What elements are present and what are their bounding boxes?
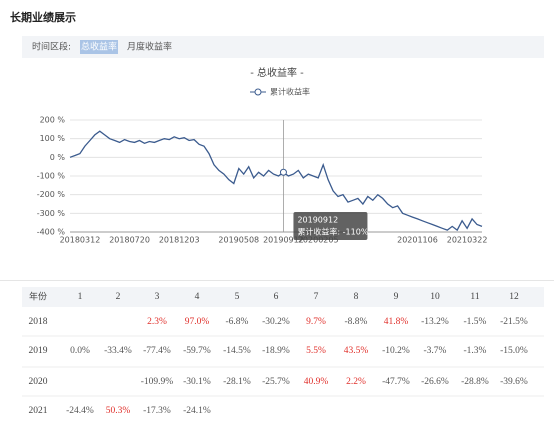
table-cell: 41.8% [384, 317, 409, 327]
tab-label: 时间区段: [32, 41, 71, 53]
table-cell: 5.5% [306, 346, 326, 356]
legend-marker [254, 88, 262, 96]
table-header-cell: 7 [314, 292, 319, 302]
table-cell: -10.2% [382, 346, 410, 356]
tab-active-bg [80, 40, 118, 54]
x-tick-label: 20190508 [218, 236, 259, 245]
table-header-cell: 11 [470, 292, 479, 302]
table-cell: -15.0% [500, 346, 528, 356]
table-cell: -30.2% [262, 317, 290, 327]
table-cell: 2020 [29, 377, 48, 387]
y-tick-label: 0 % [50, 153, 66, 162]
table-header-cell: 6 [274, 292, 279, 302]
legend: 累计收益率 [250, 87, 310, 97]
tooltip-box [293, 212, 368, 240]
table-cell: -1.5% [464, 317, 487, 327]
table-header-cell: 9 [394, 292, 399, 302]
y-tick-label: -200 % [37, 190, 66, 199]
table-cell: -24.4% [66, 406, 94, 416]
table-header-cell: 年份 [29, 291, 47, 303]
x-tick-label: 20180312 [60, 236, 101, 245]
table-cell: -28.8% [461, 377, 489, 387]
hover-point [279, 168, 287, 176]
y-tick-label: 100 % [40, 134, 66, 143]
legend-label: 累计收益率 [270, 87, 310, 97]
y-tick-label: -100 % [37, 172, 66, 181]
table-header-cell: 1 [78, 292, 83, 302]
table-cell: -14.5% [223, 346, 251, 356]
table-header-cell: 4 [195, 292, 200, 302]
table-cell: 2019 [29, 346, 48, 356]
tab[interactable]: 总收益率 [81, 41, 117, 53]
table-cell: 2018 [29, 317, 48, 327]
table-cell: -28.1% [223, 377, 251, 387]
y-tick-label: -400 % [37, 228, 66, 237]
table-cell: -8.8% [345, 317, 368, 327]
table-cell: 50.3% [106, 406, 131, 416]
table-cell: 97.0% [185, 317, 210, 327]
table-cell: -1.3% [464, 346, 487, 356]
tooltip-label: 累计收益率: -110% [297, 227, 368, 237]
table-cell: -24.1% [183, 406, 211, 416]
table-cell: -30.1% [183, 377, 211, 387]
tooltip-date: 20190912 [297, 216, 338, 225]
table-cell: -6.8% [226, 317, 249, 327]
table-header-cell: 2 [116, 292, 121, 302]
table-cell: -3.7% [424, 346, 447, 356]
chart-title: - 总收益率 - [250, 66, 304, 79]
x-tick-label: 20181203 [159, 236, 200, 245]
table-header-cell: 12 [509, 292, 519, 302]
y-tick-label: -300 % [37, 209, 66, 218]
table-header-cell: 10 [430, 292, 440, 302]
table-cell: 9.7% [306, 317, 326, 327]
table-cell: -47.7% [382, 377, 410, 387]
table-cell: -33.4% [104, 346, 132, 356]
table-cell: 43.5% [344, 346, 369, 356]
table-cell: -77.4% [143, 346, 171, 356]
x-tick-label: 20201106 [397, 236, 438, 245]
divider [0, 280, 554, 281]
table-cell: -18.9% [262, 346, 290, 356]
table-cell: -21.5% [500, 317, 528, 327]
x-tick-label: 20180720 [109, 236, 150, 245]
x-tick-label: 20190912 [263, 236, 304, 245]
table-cell: 2021 [29, 406, 48, 416]
table-cell: 40.9% [304, 377, 329, 387]
y-tick-label: 200 % [40, 116, 66, 125]
table-cell: -59.7% [183, 346, 211, 356]
tab[interactable]: 月度收益率 [127, 41, 172, 53]
tab-bar [22, 36, 544, 58]
line-series [69, 130, 483, 232]
table-header-bg [22, 287, 544, 307]
table-cell: -13.2% [421, 317, 449, 327]
table-cell: -109.9% [141, 377, 174, 387]
table-cell: 0.0% [70, 346, 90, 356]
table-header-cell: 3 [155, 292, 160, 302]
page-title: 长期业绩展示 [10, 10, 76, 24]
table-cell: -39.6% [500, 377, 528, 387]
table-cell: 2.3% [147, 317, 167, 327]
table-cell: -26.6% [421, 377, 449, 387]
table-header-cell: 8 [354, 292, 359, 302]
table-cell: -25.7% [262, 377, 290, 387]
x-tick-label: 20210322 [447, 236, 488, 245]
table-cell: -17.3% [143, 406, 171, 416]
table-header-cell: 5 [235, 292, 240, 302]
table-cell: 2.2% [346, 377, 366, 387]
